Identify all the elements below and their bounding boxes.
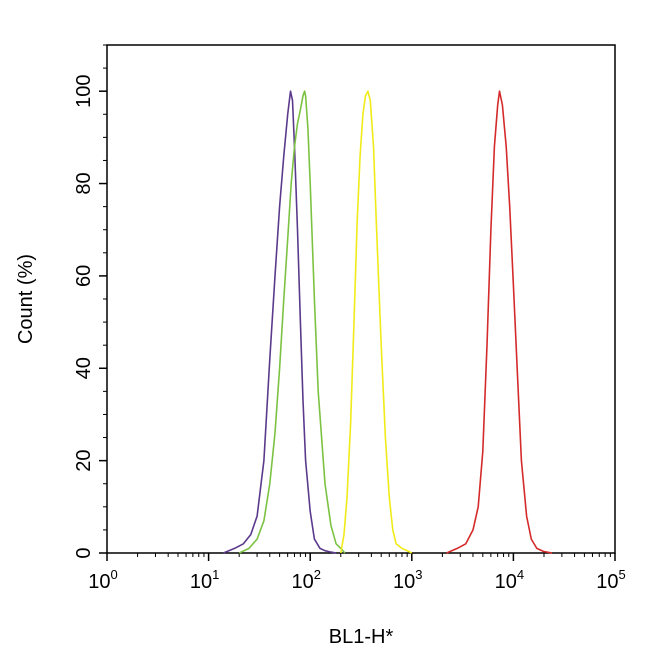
y-axis-title: Count (%) xyxy=(15,254,37,344)
x-tick-label: 101 xyxy=(190,567,219,593)
y-tick-label: 60 xyxy=(73,265,95,287)
series-layer xyxy=(223,91,552,553)
y-tick-label: 40 xyxy=(73,357,95,379)
x-tick-label: 105 xyxy=(596,567,625,593)
y-tick-label: 20 xyxy=(73,450,95,472)
series-line-4 xyxy=(447,91,552,553)
series-line-2 xyxy=(239,91,345,553)
y-tick-label: 0 xyxy=(73,547,95,558)
x-tick-labels: 100 101 102 103 104 105 xyxy=(88,567,625,593)
y-tick-label: 100 xyxy=(73,74,95,107)
y-tick-label: 80 xyxy=(73,172,95,194)
x-tick-label: 100 xyxy=(88,567,117,593)
plot-frame xyxy=(107,45,615,553)
x-tick-label: 102 xyxy=(291,567,320,593)
x-axis-title: BL1-H* xyxy=(329,626,394,648)
x-tick-label: 104 xyxy=(495,567,524,593)
y-tick-labels: 0 20 40 60 80 100 xyxy=(73,74,95,558)
x-tick-label: 103 xyxy=(393,567,422,593)
series-line-1 xyxy=(223,91,336,553)
series-line-3 xyxy=(341,91,412,553)
x-major-ticks xyxy=(107,553,615,561)
